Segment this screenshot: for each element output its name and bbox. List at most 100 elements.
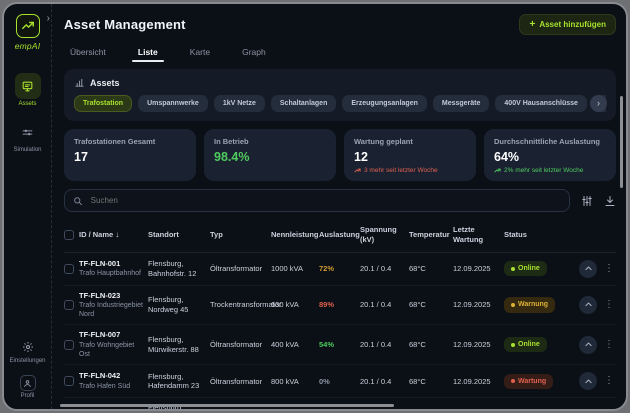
column-header-spannung[interactable]: Spannung (kV): [360, 225, 397, 244]
status-dot-icon: [511, 266, 515, 271]
asset-letzte-wartung: 12.09.2025: [453, 300, 491, 310]
stat-label: Trafostationen Gesamt: [74, 137, 156, 146]
asset-nennleistung: 800 kVA: [271, 376, 299, 386]
tab-liste[interactable]: Liste: [131, 46, 164, 62]
asset-id: TF-FLN-001: [79, 258, 121, 268]
asset-nennleistung: 1000 kVA: [271, 263, 303, 273]
download-icon: [605, 195, 615, 206]
asset-id: TF-FLN-007: [79, 330, 121, 340]
row-expand-button[interactable]: [579, 335, 597, 354]
horizontal-scrollbar[interactable]: [60, 404, 394, 407]
asset-temperatur: 68°C: [409, 263, 426, 273]
stat-value: 12: [354, 150, 368, 164]
search-icon: [74, 196, 82, 205]
search-box[interactable]: [64, 189, 570, 212]
stat-trend-text: 3 mehr seit letzter Woche: [364, 167, 438, 174]
sidebar-item-label: Profil: [20, 393, 35, 399]
row-menu-button[interactable]: ⋮: [604, 375, 614, 387]
row-checkbox[interactable]: [64, 339, 74, 350]
row-menu-button[interactable]: ⋮: [604, 262, 614, 274]
column-header-letzte-wartung[interactable]: Letzte Wartung: [453, 225, 484, 244]
asset-category-chips: Trafostation Umspannwerke 1kV Netze Schalta…: [74, 95, 606, 112]
filter-button[interactable]: [581, 195, 593, 207]
tab-karte[interactable]: Karte: [184, 46, 216, 62]
transformer-monitor-icon: [14, 73, 41, 99]
asset-category-chip[interactable]: Messgeräte: [432, 95, 490, 112]
asset-category-chip[interactable]: Schaltanlagen: [270, 95, 337, 112]
asset-category-chip[interactable]: 400V Hausanschlüsse: [495, 95, 587, 112]
asset-category-chip[interactable]: Trafostation: [74, 95, 133, 112]
stat-value: 17: [74, 150, 88, 164]
row-checkbox[interactable]: [64, 263, 74, 274]
column-header-nennleistung[interactable]: Nennleistung: [271, 229, 319, 239]
row-expand-button[interactable]: [579, 295, 597, 314]
status-dot-icon: [511, 342, 515, 347]
sidebar-item-assets[interactable]: Assets: [14, 73, 41, 107]
row-menu-button[interactable]: ⋮: [604, 298, 614, 310]
stat-label: Durchschnittliche Auslastung: [494, 137, 600, 146]
row-expand-button[interactable]: [579, 259, 597, 278]
assets-panel-title: Assets: [74, 77, 606, 88]
asset-name: Trafo Hafen Süd: [79, 383, 131, 391]
page-header: Asset Management + Asset hinzufügen: [64, 14, 616, 35]
asset-typ: Trockentransformator: [210, 300, 282, 310]
chips-scroll-right-button[interactable]: ›: [590, 95, 607, 112]
column-header-temperatur[interactable]: Temperatur: [409, 229, 450, 239]
search-input[interactable]: [88, 195, 561, 206]
sort-desc-icon: ↓: [115, 229, 120, 239]
asset-spannung: 20.1 / 0.4: [360, 376, 392, 386]
row-checkbox[interactable]: [64, 299, 74, 310]
stat-value: 98.4%: [214, 150, 250, 164]
sidebar-item-profil[interactable]: Profil: [19, 375, 36, 399]
table-header: ID / Name ↓ Standort Typ Nennleistung Aus…: [64, 219, 616, 253]
status-badge: Online: [504, 410, 547, 411]
main-content: Asset Management + Asset hinzufügen Über…: [52, 4, 626, 409]
asset-category-chip[interactable]: Umspannwerke: [138, 95, 208, 112]
asset-temperatur: 68°C: [409, 340, 426, 350]
asset-standort: Flensburg, Bahnhofstr. 12: [148, 258, 197, 278]
sidebar-item-label: Einstellungen: [9, 358, 46, 364]
stat-trend: 2% mehr seit letzter Woche: [494, 167, 606, 174]
asset-name: Trafo Industriegebiet Nord: [79, 302, 143, 319]
table-row[interactable]: TF-FLN-023 Trafo Industriegebiet Nord Fl…: [64, 286, 616, 326]
row-checkbox[interactable]: [64, 376, 74, 387]
filter-sliders-icon: [582, 195, 592, 206]
asset-spannung: 20.1 / 0.4: [360, 263, 392, 273]
asset-category-chip[interactable]: 1kV Netze: [213, 95, 265, 112]
column-header-id-name[interactable]: ID / Name ↓: [79, 229, 120, 239]
select-all-checkbox[interactable]: [64, 229, 74, 240]
row-expand-button[interactable]: [579, 372, 597, 391]
asset-standort: Flensburg, Mürwikerstr. 88: [148, 335, 199, 354]
asset-category-chip[interactable]: Erzeugungsanlagen: [342, 95, 427, 112]
sidebar-item-einstellungen[interactable]: Einstellungen: [9, 338, 46, 364]
table-row[interactable]: TF-FLN-042 Trafo Hafen Süd Flensburg, Haf…: [64, 365, 616, 399]
sidebar-item-simulation[interactable]: Simulation: [13, 119, 42, 153]
chevron-up-icon: [584, 342, 592, 347]
stat-trend-text: 2% mehr seit letzter Woche: [504, 167, 584, 174]
stat-label: Wartung geplant: [354, 137, 413, 146]
trend-up-icon: [494, 168, 501, 173]
table-row[interactable]: TF-FLN-001 Trafo Hauptbahnhof Flensburg,…: [64, 253, 616, 286]
tab-graph[interactable]: Graph: [236, 46, 272, 62]
column-header-standort[interactable]: Standort: [148, 229, 179, 239]
column-header-typ[interactable]: Typ: [210, 229, 223, 239]
sidebar-expand-button[interactable]: ›: [46, 13, 50, 24]
column-header-status[interactable]: Status: [504, 229, 527, 239]
row-menu-button[interactable]: ⋮: [604, 338, 614, 350]
add-asset-button[interactable]: + Asset hinzufügen: [519, 14, 616, 35]
asset-auslastung: 0%: [319, 376, 330, 386]
row-expand-button[interactable]: [579, 409, 597, 411]
sidebar-item-label: Simulation: [13, 147, 42, 153]
tab-uebersicht[interactable]: Übersicht: [64, 46, 112, 62]
column-header-auslastung[interactable]: Auslastung: [319, 229, 360, 239]
status-badge: Wartung: [504, 373, 554, 389]
status-badge: Online: [504, 260, 547, 277]
asset-standort: Flensburg, Nordweg 45: [148, 295, 189, 314]
vertical-scrollbar[interactable]: [620, 96, 623, 188]
asset-id: TF-FLN-015: [79, 408, 147, 409]
table-row[interactable]: TF-FLN-007 Trafo Wohngebiet Ost Flensbur…: [64, 325, 616, 366]
status-badge: Online: [504, 337, 547, 353]
stat-card: Trafostationen Gesamt 17: [64, 129, 196, 181]
download-button[interactable]: [604, 195, 616, 207]
